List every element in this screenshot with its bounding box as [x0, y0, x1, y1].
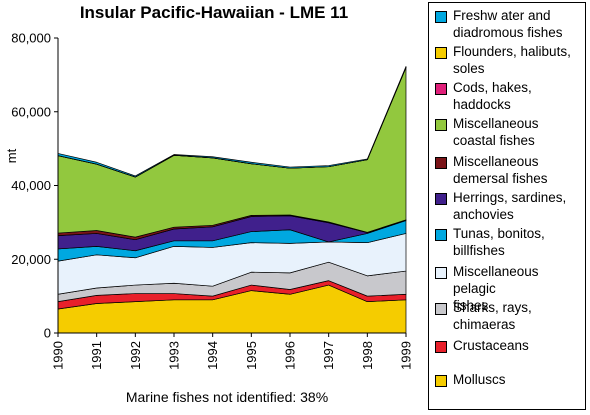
legend-label: Miscellaneous demersal fishes	[453, 154, 548, 186]
y-tick-label: 0	[44, 326, 51, 341]
x-tick-label: 1995	[244, 341, 259, 370]
y-axis-label: mt	[4, 148, 19, 163]
legend-swatch	[435, 229, 447, 241]
chart-title: Insular Pacific-Hawaiian - LME 11	[80, 3, 348, 22]
area-series-7	[57, 67, 407, 238]
legend-label: Freshw ater and diadromous fishes	[453, 8, 563, 40]
legend-item: Herrings, sardines, anchovies	[435, 189, 585, 223]
legend-swatch	[435, 119, 447, 131]
x-tick-label: 1993	[167, 341, 182, 370]
x-tick-label: 1998	[360, 341, 375, 370]
legend-swatch	[435, 375, 447, 387]
legend-item: Molluscs	[435, 371, 585, 388]
x-tick-label: 1997	[321, 341, 336, 370]
legend-label: Crustaceans	[453, 338, 529, 353]
legend-item: Tunas, bonitos, billfishes	[435, 225, 585, 259]
legend-item: Freshw ater and diadromous fishes	[435, 7, 585, 41]
x-tick-label: 1999	[399, 341, 414, 370]
y-tick-label: 20,000	[11, 252, 51, 267]
legend-label: Miscellaneous pelagic fishes	[453, 264, 539, 313]
legend-label: Cods, hakes, haddocks	[453, 80, 532, 112]
x-tick-label: 1992	[128, 341, 143, 370]
legend-item: Cods, hakes, haddocks	[435, 79, 585, 113]
y-tick-label: 40,000	[11, 178, 51, 193]
legend-swatch	[435, 267, 447, 279]
legend-item: Miscellaneous coastal fishes	[435, 115, 585, 149]
chart-note: Marine fishes not identified: 38%	[126, 389, 328, 405]
legend-label: Tunas, bonitos, billfishes	[453, 226, 545, 258]
area-series-10	[57, 66, 407, 178]
x-tick-label: 1990	[51, 341, 66, 370]
legend-label: Molluscs	[453, 372, 506, 387]
legend-swatch	[435, 193, 447, 205]
legend-label: Flounders, halibuts, soles	[453, 44, 571, 76]
legend-item: Crustaceans	[435, 337, 585, 354]
x-tick-label: 1996	[283, 341, 298, 370]
legend-label: Miscellaneous coastal fishes	[453, 116, 539, 148]
legend-label: Herrings, sardines, anchovies	[453, 190, 567, 222]
area-series-group	[57, 66, 407, 334]
legend-swatch	[435, 47, 447, 59]
legend-swatch	[435, 157, 447, 169]
legend-item: Miscellaneous pelagic fishes	[435, 263, 585, 314]
legend-swatch	[435, 341, 447, 353]
legend-swatch	[435, 303, 447, 315]
x-tick-label: 1991	[89, 341, 104, 370]
legend-item: Flounders, halibuts, soles	[435, 43, 585, 77]
x-tick-label: 1994	[205, 341, 220, 370]
legend-swatch	[435, 83, 447, 95]
legend: Freshw ater and diadromous fishes Flounder…	[428, 2, 586, 410]
legend-swatch	[435, 11, 447, 23]
y-tick-label: 60,000	[11, 104, 51, 119]
legend-label: Sharks, rays, chimaeras	[453, 300, 532, 332]
legend-item: Sharks, rays, chimaeras	[435, 299, 585, 333]
axes-group: 0 20,000 40,000 60,000 80,000 1990 1991 1992 199…	[11, 31, 413, 370]
legend-item: Miscellaneous demersal fishes	[435, 153, 585, 187]
y-tick-label: 80,000	[11, 31, 51, 46]
